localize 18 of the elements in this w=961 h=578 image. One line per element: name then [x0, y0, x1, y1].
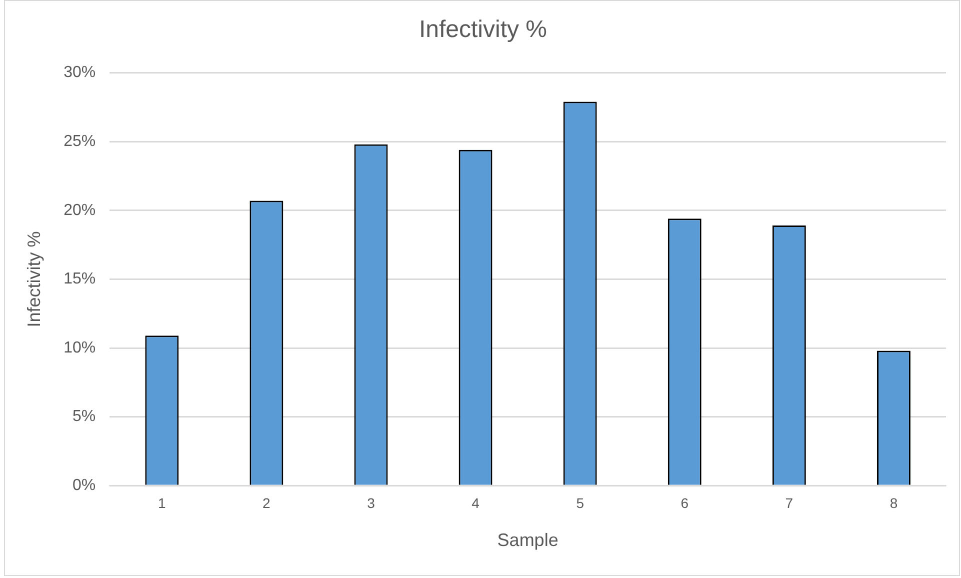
x-axis-title: Sample: [497, 530, 558, 550]
x-tick-label: 6: [680, 494, 689, 511]
chart-title: Infectivity %: [418, 16, 548, 44]
y-tick-label: 25%: [64, 133, 96, 150]
x-tick-label: 1: [158, 494, 166, 511]
y-tick-label: 30%: [64, 64, 96, 82]
y-tick-label: 0%: [72, 477, 96, 494]
y-tick-label: 20%: [64, 202, 96, 219]
y-tick-label: 15%: [64, 270, 96, 288]
x-tick-label: 7: [785, 494, 794, 511]
y-tick-label: 10%: [64, 339, 96, 356]
x-tick-label: 2: [262, 494, 271, 511]
x-tick-label: 5: [576, 494, 584, 511]
y-tick-label: 5%: [72, 408, 96, 426]
x-tick-label: 3: [367, 494, 376, 511]
y-axis-title: Infectivity %: [24, 231, 44, 328]
x-tick-label: 4: [472, 494, 480, 511]
x-tick-label: 8: [890, 494, 898, 511]
